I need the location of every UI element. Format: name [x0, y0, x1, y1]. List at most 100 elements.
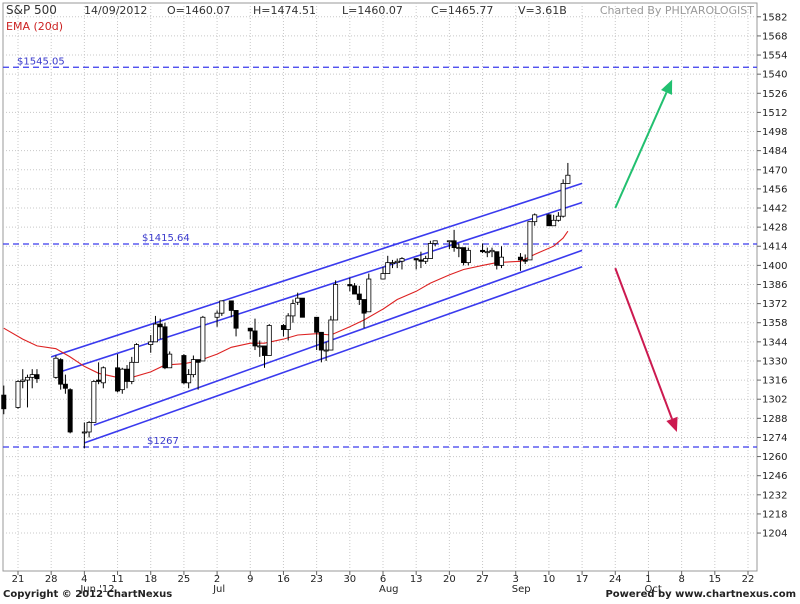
- y-tick-label: 1456: [762, 184, 787, 195]
- candle: [480, 243, 486, 254]
- candle: [423, 255, 429, 264]
- plot-frame: [2, 2, 758, 572]
- candle: [247, 327, 253, 340]
- arrow-down: [614, 267, 678, 432]
- candle: [551, 214, 557, 227]
- candle: [67, 388, 73, 434]
- candle-body: [252, 330, 258, 347]
- x-tick-label: 27: [476, 574, 489, 585]
- x-tick-label: 30: [343, 574, 356, 585]
- x-month-label: Oct: [644, 584, 661, 595]
- candle-body: [266, 325, 272, 356]
- y-tick-label: 1274: [762, 433, 787, 444]
- candle: [86, 421, 92, 438]
- open-label: O=1460.07: [167, 4, 230, 17]
- candle: [389, 259, 395, 269]
- arrow-up-shaft: [614, 92, 668, 209]
- candle-body: [480, 249, 486, 253]
- candle-body: [456, 247, 462, 250]
- candle-body: [432, 240, 438, 244]
- y-tick-label: 1330: [762, 356, 787, 367]
- ema-legend-label: EMA (20d): [6, 20, 63, 33]
- volume-label: V=3.61B: [518, 4, 567, 17]
- candle-body: [15, 381, 21, 408]
- candle: [219, 300, 225, 316]
- y-tick-label: 1372: [762, 299, 787, 310]
- y-tick-label: 1568: [762, 31, 787, 42]
- candle-body: [261, 345, 267, 356]
- candle-body: [484, 251, 490, 254]
- candle: [81, 422, 87, 449]
- candle: [299, 297, 305, 318]
- close-label: C=1465.77: [431, 4, 493, 17]
- candle-body: [100, 367, 106, 384]
- candle: [333, 280, 339, 321]
- arrow-down-shaft: [614, 267, 673, 420]
- candle: [20, 369, 26, 389]
- candle-body: [380, 273, 386, 280]
- candle: [129, 356, 135, 385]
- x-tick-label: 20: [443, 574, 456, 585]
- candle: [157, 318, 163, 340]
- charted-by-label: Charted By PHLYAROLOGIST: [600, 4, 754, 17]
- candle: [565, 162, 571, 184]
- x-tick-label: 4: [81, 574, 87, 585]
- x-tick-label: 24: [609, 574, 622, 585]
- y-tick-label: 1582: [762, 12, 787, 23]
- candle-body: [427, 243, 433, 259]
- candle-body: [546, 214, 552, 227]
- x-tick-label: 23: [310, 574, 323, 585]
- candle: [385, 255, 391, 274]
- candle-body: [280, 325, 286, 330]
- candle: [517, 253, 523, 271]
- candle: [228, 300, 234, 318]
- candle-body: [389, 262, 395, 265]
- candle-body: [423, 258, 429, 262]
- candle-body: [257, 345, 263, 348]
- candle-body: [489, 249, 495, 253]
- candle: [252, 318, 258, 351]
- candle: [15, 380, 21, 409]
- candle: [323, 341, 329, 361]
- level-1545-label: $1545.05: [17, 56, 65, 67]
- candle-body: [361, 299, 367, 314]
- candle-body: [228, 300, 234, 311]
- x-tick-label: 2: [214, 574, 220, 585]
- candle-body: [314, 316, 320, 333]
- candle-body: [494, 251, 500, 266]
- candle-body: [29, 374, 35, 378]
- candle: [162, 322, 168, 370]
- candle: [356, 285, 362, 305]
- channel-upper-inner: [55, 201, 583, 375]
- candle-body: [162, 326, 168, 369]
- candle: [461, 247, 467, 266]
- candle: [124, 365, 130, 389]
- candle: [115, 354, 121, 393]
- candle: [494, 251, 500, 270]
- ema-line: [3, 230, 569, 378]
- candle: [451, 229, 457, 252]
- x-tick-label: 9: [247, 574, 253, 585]
- candle: [399, 257, 405, 270]
- date-label: 14/09/2012: [84, 4, 147, 17]
- x-month-label: Jul: [212, 584, 225, 595]
- candle-body: [290, 303, 296, 317]
- candle: [186, 369, 192, 389]
- candle-body: [451, 240, 457, 249]
- candle: [361, 299, 367, 329]
- candle: [58, 358, 64, 390]
- candle-body: [200, 316, 206, 362]
- candle: [366, 273, 372, 313]
- candle-body: [555, 215, 561, 221]
- candle-body: [34, 374, 40, 380]
- y-tick-label: 1302: [762, 395, 787, 406]
- arrow-up: [614, 79, 673, 209]
- x-tick-label: 3: [513, 574, 519, 585]
- candle-body: [67, 389, 73, 433]
- candle: [560, 179, 566, 218]
- y-tick-label: 1470: [762, 165, 787, 176]
- candle: [555, 212, 561, 222]
